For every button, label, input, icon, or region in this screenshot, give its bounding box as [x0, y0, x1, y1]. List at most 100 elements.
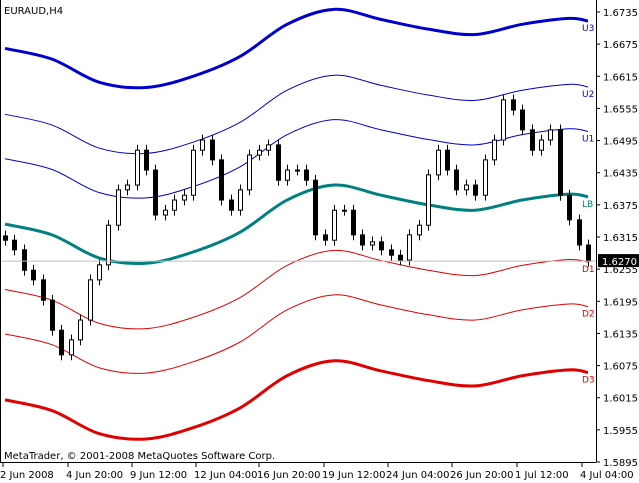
candle [41, 274, 46, 306]
x-tick-label: 4 Jun 20:00 [66, 470, 123, 481]
candle-body [342, 209, 347, 212]
candle-body [144, 149, 149, 171]
candle-body [483, 159, 488, 196]
candle-body [3, 235, 8, 241]
candle-body [501, 99, 506, 141]
candle [295, 164, 300, 176]
candle-body [370, 241, 375, 246]
candle [558, 124, 563, 201]
candle [22, 244, 27, 276]
band-label-d3: D3 [582, 376, 595, 386]
y-tick-label: 1.6495 [603, 137, 638, 148]
band-line-u3 [4, 7, 589, 90]
candle [200, 134, 205, 156]
y-tick-label: 1.6195 [603, 297, 638, 308]
candle [332, 204, 337, 246]
candle [31, 264, 36, 286]
y-tick-label: 1.6255 [603, 265, 638, 276]
x-tick-label: 16 Jun 20:00 [257, 470, 321, 481]
x-tick-label: 9 Jun 12:00 [130, 470, 187, 481]
candle-body [238, 189, 243, 211]
candle [266, 139, 271, 156]
candle-body [50, 299, 55, 331]
y-tick-label: 1.6735 [603, 8, 638, 19]
candle-body [586, 244, 591, 262]
band-line-d1 [4, 249, 589, 330]
current-price-badge [598, 254, 639, 268]
candle-body [558, 129, 563, 196]
candle-body [135, 149, 140, 186]
candle [97, 259, 102, 286]
candle-body [454, 169, 459, 191]
candle [153, 164, 158, 221]
candle-body [520, 109, 525, 131]
candle [50, 294, 55, 336]
candle [454, 164, 459, 196]
candle-body [464, 184, 469, 191]
candle-body [398, 254, 403, 261]
candle-body [530, 129, 535, 151]
candle-body [106, 224, 111, 266]
candle [577, 214, 582, 251]
candle-body [116, 189, 121, 226]
candle [473, 179, 478, 201]
candle [342, 204, 347, 216]
candle-body [567, 194, 572, 221]
candle [464, 179, 469, 196]
candle-body [577, 219, 582, 246]
band-label-d2: D2 [582, 310, 595, 320]
candle-body [266, 144, 271, 151]
candle [530, 124, 535, 156]
candle-body [153, 169, 158, 216]
candle-body [78, 319, 83, 341]
y-tick-label: 1.6675 [603, 40, 638, 51]
candle-body [88, 279, 93, 321]
candle [116, 184, 121, 231]
y-tick-label: 1.5955 [603, 426, 638, 437]
x-tick-label: 24 Jun 04:00 [386, 470, 450, 481]
candle [229, 194, 234, 216]
candle-body [182, 194, 187, 201]
candle [163, 204, 168, 221]
candle-body [257, 149, 262, 156]
candle-body [69, 339, 74, 356]
candle-body [426, 174, 431, 226]
band-line-u1 [4, 119, 589, 199]
candle [210, 134, 215, 166]
candle-body [492, 139, 497, 161]
candle-body [41, 279, 46, 301]
x-tick-label: 2 Jun 2008 [0, 470, 54, 481]
candle [548, 124, 553, 146]
candle [88, 274, 93, 326]
candle-body [407, 234, 412, 261]
x-tick-label: 1 Jul 12:00 [515, 470, 569, 481]
candle-body [351, 209, 356, 236]
candle-body [304, 169, 309, 181]
candle-body [125, 184, 130, 191]
candle-body [295, 169, 300, 172]
candle [191, 144, 196, 201]
candle [389, 244, 394, 261]
candle [407, 229, 412, 266]
candle [511, 94, 516, 116]
candle-body [389, 249, 394, 256]
x-tick-label: 12 Jun 04:00 [194, 470, 258, 481]
candle [182, 189, 187, 206]
candle [483, 154, 488, 201]
candle [360, 229, 365, 251]
copyright-text: MetaTrader, © 2001-2008 MetaQuotes Softw… [4, 451, 275, 462]
candle [398, 249, 403, 266]
band-label-lb: LB [582, 200, 593, 210]
band-label-u2: U2 [582, 90, 594, 100]
candle-body [210, 139, 215, 161]
candle [501, 94, 506, 146]
x-tick-label: 19 Jun 12:00 [322, 470, 386, 481]
candle-body [276, 144, 281, 181]
y-tick-label: 1.6555 [603, 104, 638, 115]
candle-body [163, 209, 168, 216]
candle-body [417, 224, 422, 236]
candles-layer [3, 94, 591, 361]
candle-body [229, 199, 234, 211]
candle [106, 219, 111, 271]
